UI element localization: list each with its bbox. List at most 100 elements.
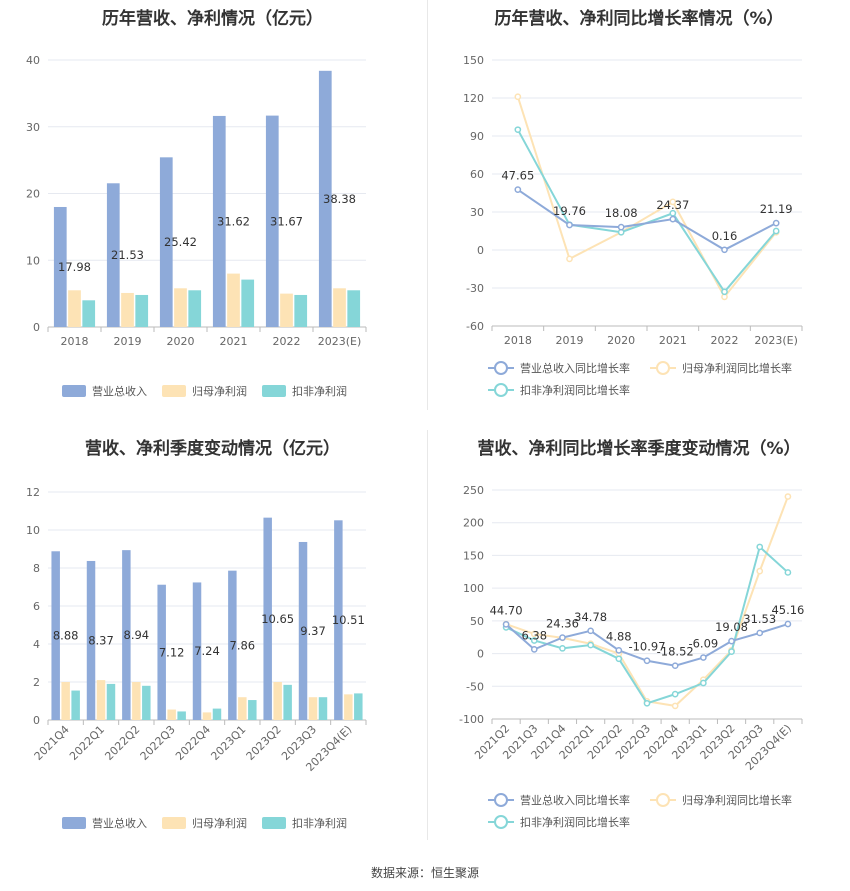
data-label: 10.51 [332, 613, 365, 627]
series-point-2 [671, 690, 679, 698]
data-source-label: 数据来源：恒生聚源 [370, 866, 479, 880]
y-tick-label: 6 [33, 600, 40, 613]
bar-2 [177, 711, 186, 720]
x-tick-label: 2022Q3 [138, 723, 178, 763]
bar-1 [227, 273, 240, 327]
series-point-0 [671, 662, 679, 670]
annual-line-chart: -60 -30 0 30 60 90 120 150 2018 2019 2020 2021 2022 2… [463, 54, 803, 397]
bar-1 [167, 709, 176, 720]
series-point-1 [530, 630, 538, 638]
x-tick-label: 2022 [711, 334, 739, 347]
bar-0 [51, 551, 60, 720]
data-label: 7.24 [194, 644, 220, 658]
bar-1 [121, 292, 134, 327]
data-label: 38.38 [323, 192, 356, 206]
x-tick-label: 2021Q4 [32, 723, 72, 763]
data-label: 24.37 [656, 198, 689, 212]
y-tick-label: -100 [459, 713, 484, 726]
series-point-2 [615, 655, 623, 663]
vertical-divider-bottom [427, 430, 428, 840]
data-label: 44.70 [490, 603, 523, 617]
legend-label: 扣非净利润同比增长率 [520, 383, 630, 397]
series-point-2 [700, 679, 707, 687]
series-point-2 [784, 569, 792, 576]
series-point-2 [772, 227, 780, 235]
bar-2 [318, 697, 328, 720]
series-point-0 [669, 215, 677, 223]
series-point-0 [514, 186, 522, 193]
quarterly-line-chart: -100-500501001502002502021Q22021Q32021Q4… [459, 484, 804, 829]
legend-swatch [162, 817, 186, 829]
x-tick-label: 2020 [607, 334, 635, 347]
y-tick-label: 40 [26, 54, 40, 67]
data-label: 21.19 [760, 202, 793, 216]
series-point-0 [566, 221, 573, 229]
data-label: 47.65 [501, 169, 534, 183]
series-point-2 [643, 699, 651, 707]
y-tick-label: 10 [26, 254, 40, 267]
data-label: 9.37 [300, 624, 326, 638]
data-label: 31.62 [217, 214, 250, 228]
bar-0 [298, 541, 308, 720]
annual-bar-chart: 0 10 20 30 40 2018 2019 2020 2021 2022 2023(E) 17.9… [26, 54, 367, 398]
y-tick-label: 0 [477, 648, 484, 661]
legend-label: 归母净利润 [192, 384, 247, 398]
series-point-0 [559, 634, 566, 641]
x-tick-label: 2019 [114, 335, 142, 348]
data-label: 17.98 [58, 260, 91, 274]
series-line-1 [516, 96, 777, 299]
data-label: 31.53 [743, 612, 776, 626]
bar-1 [273, 682, 282, 720]
series-point-2 [728, 648, 735, 655]
bar-0 [263, 517, 272, 720]
annual-bar-panel: 历年营收、净利情况（亿元） 0 10 20 30 40 2018 2019 2020 2021 2… [0, 0, 425, 410]
y-tick-label: 10 [26, 524, 40, 537]
y-tick-label: -60 [466, 320, 484, 333]
y-tick-label: 50 [470, 615, 484, 628]
legend-label: 扣非净利润 [292, 384, 347, 398]
x-tick-label: 2018 [504, 334, 532, 347]
bar-1 [280, 293, 293, 327]
series-point-1 [671, 702, 679, 710]
bar-1 [68, 290, 81, 327]
series-point-1 [514, 93, 522, 101]
y-tick-label: 30 [26, 121, 40, 134]
data-label: 24.36 [546, 617, 579, 631]
series-point-0 [756, 629, 764, 637]
bar-0 [53, 206, 67, 327]
bar-0 [212, 115, 226, 328]
data-label: 45.16 [771, 603, 804, 617]
bar-2 [142, 685, 151, 720]
vertical-divider-top [427, 0, 428, 410]
data-label: 6.38 [521, 628, 547, 642]
y-tick-label: -30 [466, 282, 484, 295]
y-tick-label: 20 [26, 188, 40, 201]
bar-2 [212, 708, 222, 720]
y-tick-label: 0 [477, 244, 484, 257]
legend-marker [494, 815, 508, 829]
series-point-2 [756, 543, 764, 551]
x-tick-label: 2022Q2 [102, 723, 142, 763]
quarterly-line-panel: 营收、净利同比增长率季度变动情况（%） -100 -50 0 50 100 150 200 2… [428, 430, 850, 850]
x-tick-label: 2023(E) [754, 334, 798, 347]
y-tick-label: 100 [463, 582, 484, 595]
series-point-0 [643, 657, 651, 665]
data-label: 8.94 [124, 628, 150, 642]
series-point-0 [502, 620, 510, 628]
bar-1 [174, 288, 187, 327]
bar-1 [61, 682, 70, 720]
x-tick-label: 2022 [273, 335, 301, 348]
data-label: 19.08 [715, 620, 748, 634]
bar-0 [228, 570, 237, 720]
x-tick-label: 2022Q4 [173, 723, 213, 763]
x-tick-label: 2023Q2 [244, 723, 284, 763]
y-tick-label: 250 [463, 484, 484, 497]
series-point-0 [728, 637, 735, 645]
series-point-0 [587, 627, 594, 635]
series-point-1 [784, 493, 792, 500]
data-label: -10.97 [628, 640, 665, 654]
legend-swatch [162, 385, 186, 397]
legend-swatch [62, 817, 86, 829]
bar-2 [248, 700, 257, 720]
data-label: 19.76 [553, 204, 586, 218]
